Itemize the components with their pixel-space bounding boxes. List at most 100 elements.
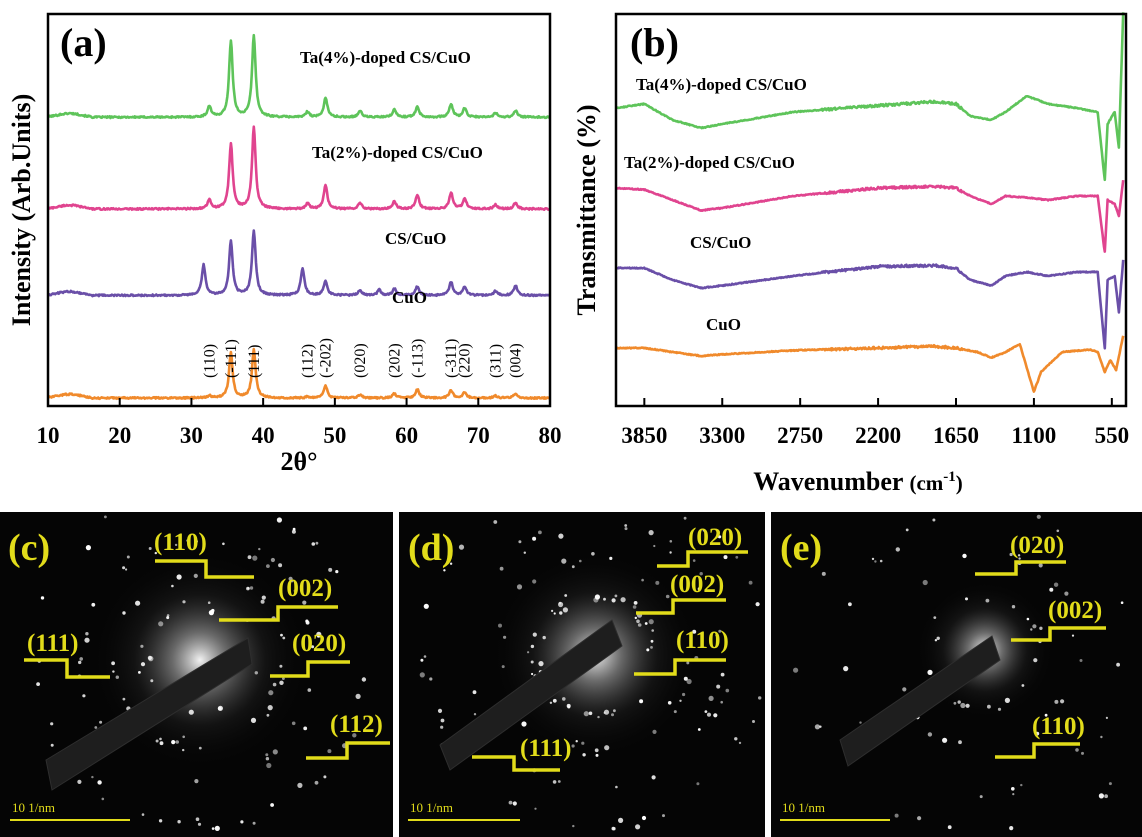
diffraction-spot (84, 637, 90, 643)
diffraction-spot (247, 555, 252, 560)
ftir-series-label-ta2: Ta(2%)-doped CS/CuO (624, 153, 795, 172)
diffraction-spot (720, 672, 725, 677)
diffraction-spot (1116, 662, 1120, 667)
ftir-plot-frame (614, 12, 1128, 408)
diffraction-spot (571, 744, 575, 748)
beam-stopper (839, 635, 1001, 767)
diffraction-spot (1071, 634, 1075, 637)
diffraction-spot (696, 782, 700, 786)
xrd-series-line (47, 347, 551, 401)
xrd-x-tick-label: 20 (108, 423, 131, 448)
scale-label: 10 1/nm (12, 800, 55, 815)
diffraction-spot (635, 824, 641, 830)
diffraction-spot (755, 602, 760, 607)
diffraction-spot (420, 658, 424, 662)
diffraction-spot (1020, 783, 1023, 787)
xrd-x-tick-label: 70 (467, 423, 490, 448)
diffraction-spot (551, 609, 554, 613)
diffraction-spot (498, 623, 502, 628)
diffraction-spot (588, 711, 593, 716)
diffraction-spot (530, 660, 534, 664)
diffraction-spot (1009, 826, 1014, 831)
diffraction-spot (558, 533, 564, 539)
diffraction-spot (91, 602, 96, 607)
diffraction-spot (713, 713, 718, 718)
scale-label: 10 1/nm (782, 800, 825, 815)
diffraction-spot (618, 817, 624, 824)
xrd-peak-label: (-202) (318, 338, 335, 378)
diffraction-spot (311, 645, 315, 649)
ftir-series-label-ta4: Ta(4%)-doped CS/CuO (636, 75, 807, 94)
diffraction-spot (1060, 699, 1065, 704)
diffraction-spot (692, 629, 697, 634)
diffraction-spot (653, 544, 656, 548)
diffraction-spot (734, 737, 738, 741)
diffraction-spot (1038, 563, 1043, 568)
diffraction-spot (472, 690, 477, 695)
diffraction-spot (79, 657, 83, 661)
diffraction-spot (140, 662, 146, 667)
diffraction-spot (197, 822, 202, 826)
diffraction-spot (725, 688, 730, 693)
diffraction-spot (933, 616, 937, 619)
diffraction-spot (141, 813, 145, 816)
diffraction-spot (699, 572, 703, 576)
saed-guide-002 (636, 598, 726, 615)
diffraction-spot (634, 616, 637, 620)
ftir-x-axis-label: Wavenumber (cm-1) (753, 467, 963, 496)
diffraction-spot (564, 594, 568, 597)
diffraction-spot (843, 666, 849, 672)
diffraction-spot (613, 709, 616, 713)
diffraction-spot (1026, 617, 1030, 621)
ftir-x-tick-label: 550 (1095, 423, 1130, 448)
diffraction-spot (85, 632, 89, 636)
diffraction-spot (531, 672, 534, 676)
diffraction-spot (614, 594, 618, 598)
xrd-peak-label: (020) (352, 343, 369, 378)
xrd-peak-label: (220) (457, 343, 474, 378)
diffraction-spot (270, 557, 275, 563)
saed-label-110: (110) (154, 529, 207, 556)
diffraction-spot (651, 629, 654, 632)
diffraction-spot (323, 775, 327, 779)
saed-panel-c: (c) (110) (002) (111) (020) (112) 10 1/n… (0, 512, 393, 837)
saed-label-002: (002) (1048, 597, 1102, 624)
diffraction-spot (266, 713, 270, 717)
diffraction-spot (423, 603, 429, 609)
diffraction-spot (280, 633, 283, 637)
saed-label-002: (002) (278, 575, 332, 602)
diffraction-spot (960, 702, 966, 709)
diffraction-spot (748, 580, 753, 585)
diffraction-spot (624, 527, 628, 531)
diffraction-spot (249, 586, 254, 590)
diffraction-spot (557, 780, 561, 783)
diffraction-spot (650, 646, 653, 649)
diffraction-spot (508, 800, 513, 805)
diffraction-spot (591, 552, 595, 556)
diffraction-spot (648, 530, 654, 536)
diffraction-spot (821, 571, 826, 576)
diffraction-spot (240, 820, 244, 824)
diffraction-spot (291, 529, 296, 534)
diffraction-spot (1011, 605, 1016, 609)
diffraction-spot (112, 670, 115, 673)
saed-panel-d: (d) (020) (002) (110) (111) 10 1/nm (399, 512, 765, 837)
diffraction-spot (1100, 735, 1103, 739)
diffraction-spot (126, 555, 130, 559)
diffraction-spot (611, 598, 616, 603)
diffraction-spot (250, 717, 257, 724)
diffraction-spot (1049, 587, 1054, 592)
diffraction-spot (335, 570, 339, 574)
diffraction-spot (953, 701, 957, 705)
diffraction-spot (615, 785, 618, 789)
diffraction-spot (1104, 794, 1108, 799)
diffraction-spot (355, 693, 361, 700)
diffraction-spot (1033, 658, 1038, 663)
diffraction-spot (702, 529, 705, 532)
diffraction-spot (571, 565, 575, 569)
diffraction-spot (706, 712, 712, 717)
diffraction-spot (166, 614, 170, 617)
diffraction-spot (266, 762, 272, 769)
diffraction-spot (594, 594, 601, 600)
